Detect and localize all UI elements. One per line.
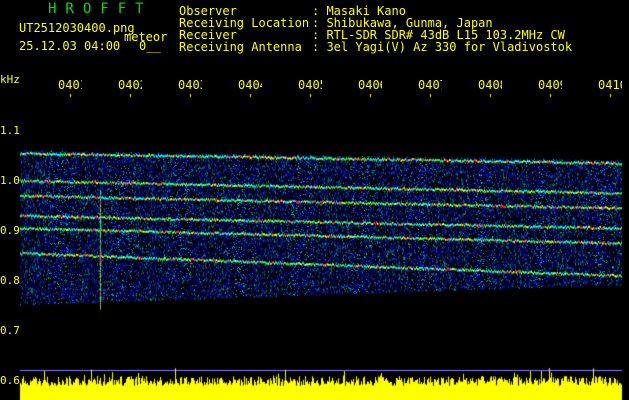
- location-label: Receiving Location: [179, 16, 310, 30]
- receiver-label: Receiver: [179, 28, 237, 42]
- antenna-value: : 3el Yagi(V) Az 330 for Vladivostok: [312, 40, 573, 54]
- y-axis-label: kHz: [0, 73, 20, 86]
- x-tick-label: 0401: [58, 79, 82, 91]
- y-tick-label: 1.0: [0, 174, 20, 187]
- observer-value: : Masaki Kano: [312, 4, 406, 18]
- x-tick-label: 0407: [418, 79, 442, 91]
- x-tick-label: 0410: [598, 79, 622, 91]
- app-title: HROFFT: [48, 1, 153, 17]
- x-tick-label: 0406: [358, 79, 382, 91]
- x-tick-label: 0408: [478, 79, 502, 91]
- filename: UT2512030400.png: [19, 21, 135, 35]
- antenna-label: Receiving Antenna: [179, 40, 302, 54]
- location-value: : Shibukawa, Gunma, Japan: [312, 16, 493, 30]
- y-tick-label: 1.1: [0, 124, 20, 137]
- x-tick-label: 0403: [178, 79, 202, 91]
- mode-label: meteor: [124, 30, 168, 44]
- x-tick-label: 0405: [298, 79, 322, 91]
- datetime: 25.12.03 04:00: [19, 39, 121, 53]
- y-tick-label: 0.9: [0, 224, 20, 237]
- x-tick-label: 0404: [238, 79, 262, 91]
- receiver-value: : RTL-SDR SDR# 43dB L15 103.2MHz CW: [312, 28, 565, 42]
- observer-label: Observer: [179, 4, 237, 18]
- x-tick-label: 0409: [538, 79, 562, 91]
- y-tick-label: 0.6: [0, 374, 20, 387]
- y-tick-label: 0.8: [0, 274, 20, 287]
- y-tick-label: 0.7: [0, 324, 20, 337]
- x-tick-label: 0402: [118, 79, 142, 91]
- count: 0__: [139, 39, 161, 53]
